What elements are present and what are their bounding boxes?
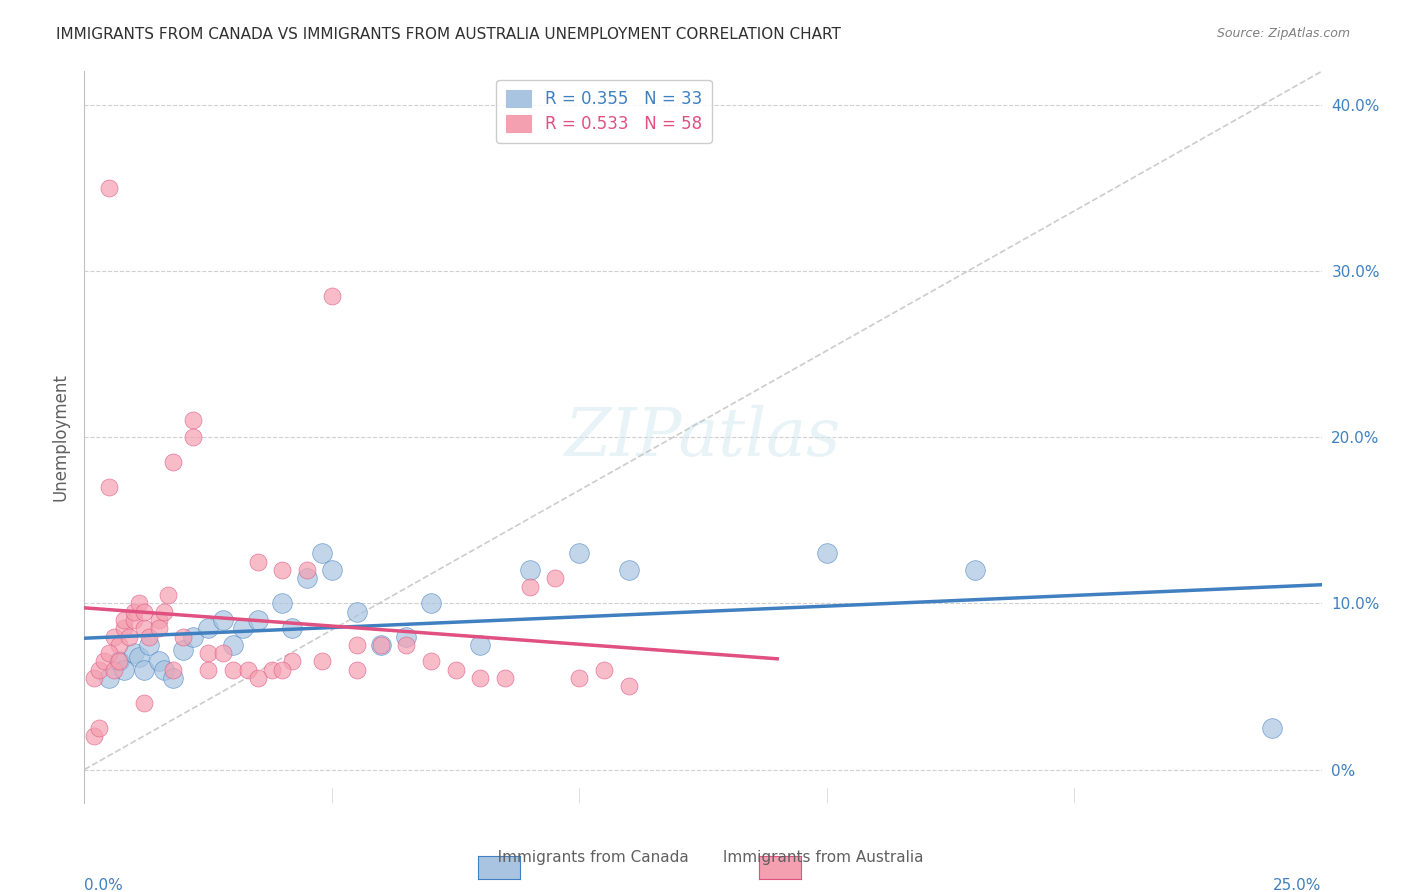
- Point: [281, 655, 304, 669]
- Point: [98, 646, 121, 660]
- Point: [419, 655, 441, 669]
- Point: [815, 546, 838, 560]
- Text: Immigrants from Canada       Immigrants from Australia: Immigrants from Canada Immigrants from A…: [482, 850, 924, 865]
- Point: [311, 546, 333, 560]
- Point: [197, 663, 219, 677]
- Point: [181, 630, 204, 644]
- Point: [83, 729, 105, 743]
- Point: [138, 638, 160, 652]
- Point: [470, 671, 492, 685]
- Point: [132, 621, 155, 635]
- Point: [212, 613, 235, 627]
- Point: [246, 613, 269, 627]
- Point: [98, 671, 121, 685]
- Point: [138, 630, 160, 644]
- Point: [148, 621, 170, 635]
- Point: [543, 571, 565, 585]
- Point: [122, 613, 145, 627]
- Point: [246, 555, 269, 569]
- Point: [295, 563, 318, 577]
- Point: [152, 605, 174, 619]
- Point: [236, 663, 259, 677]
- Point: [162, 671, 184, 685]
- Point: [103, 630, 125, 644]
- Point: [281, 621, 304, 635]
- Point: [346, 663, 368, 677]
- Text: ZIPatlas: ZIPatlas: [565, 404, 841, 470]
- Point: [181, 430, 204, 444]
- Point: [197, 646, 219, 660]
- Point: [112, 621, 135, 635]
- Point: [271, 596, 294, 610]
- Point: [222, 663, 245, 677]
- Point: [108, 655, 131, 669]
- Point: [157, 588, 180, 602]
- Point: [395, 630, 418, 644]
- Point: [118, 630, 141, 644]
- Point: [346, 638, 368, 652]
- Point: [132, 663, 155, 677]
- Point: [89, 721, 111, 735]
- Point: [132, 605, 155, 619]
- Point: [128, 649, 150, 664]
- Point: [128, 596, 150, 610]
- Point: [122, 605, 145, 619]
- Point: [321, 563, 343, 577]
- Point: [172, 630, 194, 644]
- Point: [152, 663, 174, 677]
- Point: [246, 671, 269, 685]
- Point: [470, 638, 492, 652]
- Point: [519, 580, 541, 594]
- Point: [89, 663, 111, 677]
- Point: [83, 671, 105, 685]
- Point: [197, 621, 219, 635]
- Point: [108, 638, 131, 652]
- Text: 25.0%: 25.0%: [1274, 878, 1322, 892]
- Y-axis label: Unemployment: Unemployment: [51, 373, 69, 501]
- Point: [148, 655, 170, 669]
- Point: [311, 655, 333, 669]
- Text: Source: ZipAtlas.com: Source: ZipAtlas.com: [1216, 27, 1350, 40]
- Point: [132, 696, 155, 710]
- Text: IMMIGRANTS FROM CANADA VS IMMIGRANTS FROM AUSTRALIA UNEMPLOYMENT CORRELATION CHA: IMMIGRANTS FROM CANADA VS IMMIGRANTS FRO…: [56, 27, 841, 42]
- Point: [568, 546, 591, 560]
- Point: [212, 646, 235, 660]
- Point: [370, 638, 392, 652]
- Point: [232, 621, 254, 635]
- Legend: R = 0.355   N = 33, R = 0.533   N = 58: R = 0.355 N = 33, R = 0.533 N = 58: [496, 79, 711, 143]
- Point: [965, 563, 987, 577]
- Point: [444, 663, 467, 677]
- Point: [271, 563, 294, 577]
- Point: [419, 596, 441, 610]
- Point: [262, 663, 284, 677]
- Point: [112, 613, 135, 627]
- Point: [593, 663, 616, 677]
- Point: [181, 413, 204, 427]
- Point: [617, 680, 640, 694]
- Point: [162, 663, 184, 677]
- Point: [108, 655, 131, 669]
- Point: [271, 663, 294, 677]
- Point: [494, 671, 516, 685]
- Point: [1261, 721, 1284, 735]
- Point: [172, 643, 194, 657]
- Point: [112, 663, 135, 677]
- Point: [617, 563, 640, 577]
- Point: [93, 655, 115, 669]
- Text: 0.0%: 0.0%: [84, 878, 124, 892]
- Point: [321, 289, 343, 303]
- Point: [519, 563, 541, 577]
- Point: [148, 613, 170, 627]
- Point: [162, 455, 184, 469]
- Point: [98, 180, 121, 194]
- Point: [346, 605, 368, 619]
- Point: [395, 638, 418, 652]
- Point: [370, 638, 392, 652]
- Point: [222, 638, 245, 652]
- Point: [568, 671, 591, 685]
- Point: [122, 646, 145, 660]
- Point: [295, 571, 318, 585]
- Point: [103, 663, 125, 677]
- Point: [98, 480, 121, 494]
